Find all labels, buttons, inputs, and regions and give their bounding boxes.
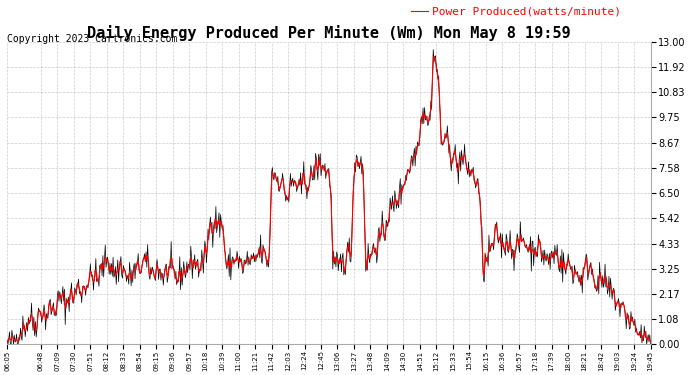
Power Produced(watts/minute) — [647, 339, 655, 343]
Text: Copyright 2023 Cartronics.com: Copyright 2023 Cartronics.com — [7, 34, 177, 44]
Power Produced(watts/minute) — [400, 184, 408, 189]
Line: Power Produced(watts/minute): Power Produced(watts/minute) — [7, 57, 651, 342]
Power Produced(watts/minute) — [248, 254, 257, 259]
Power Produced(watts/minute) — [616, 306, 624, 310]
Power Produced(watts/minute) — [294, 182, 302, 186]
Power Produced(watts/minute) — [3, 339, 11, 344]
Power Produced(watts/minute) — [14, 340, 22, 344]
Title: Daily Energy Produced Per Minute (Wm) Mon May 8 19:59: Daily Energy Produced Per Minute (Wm) Mo… — [87, 25, 571, 41]
Power Produced(watts/minute) — [463, 167, 471, 171]
Power Produced(watts/minute) — [526, 251, 535, 255]
Legend: Power Produced(watts/minute): Power Produced(watts/minute) — [406, 2, 626, 21]
Power Produced(watts/minute) — [430, 54, 438, 59]
